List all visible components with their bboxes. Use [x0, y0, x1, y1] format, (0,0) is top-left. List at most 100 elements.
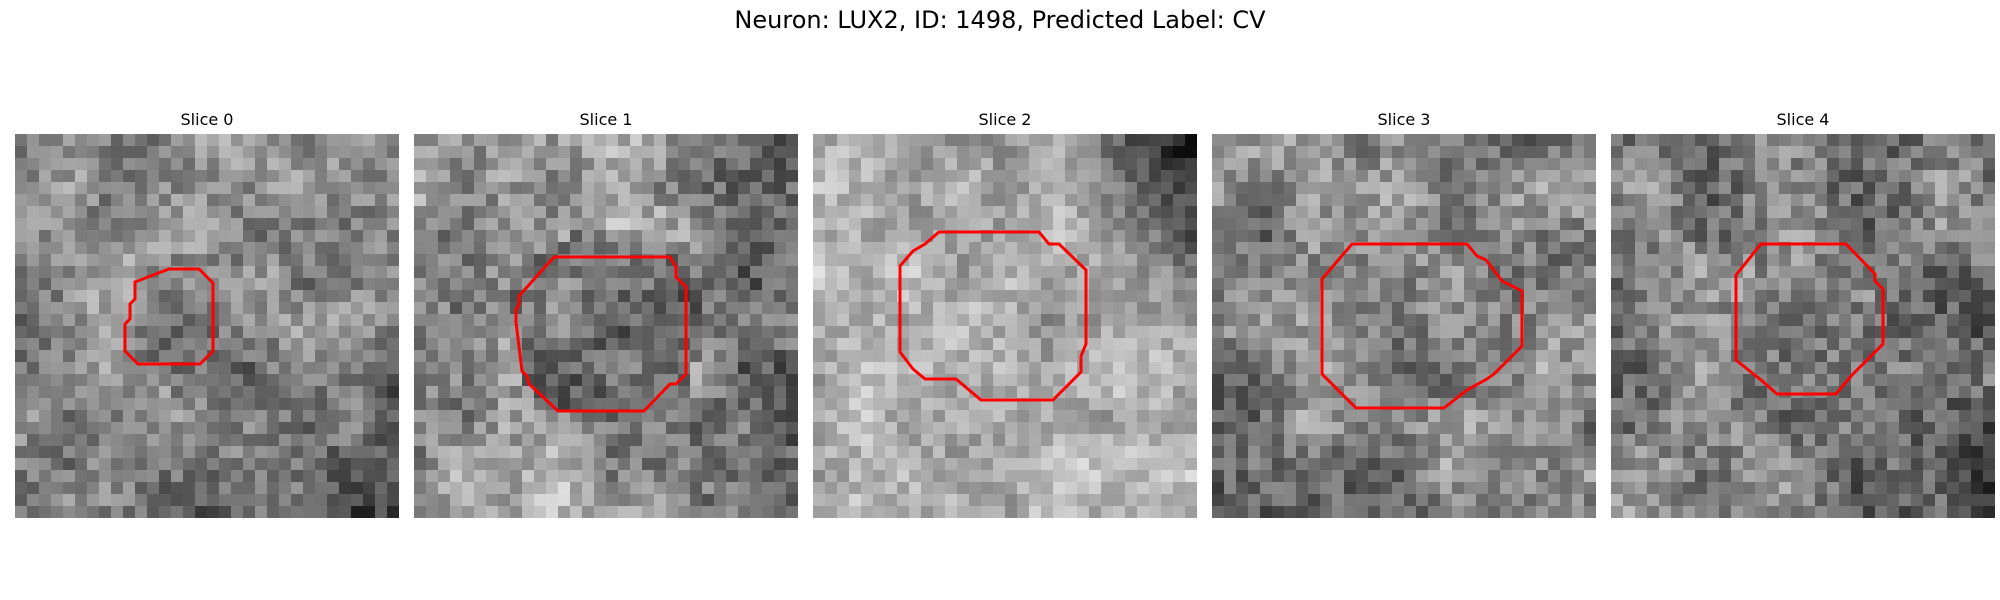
image-pixel	[1041, 434, 1054, 447]
image-pixel	[1524, 362, 1537, 375]
image-pixel	[1284, 482, 1297, 495]
image-pixel	[837, 422, 850, 435]
image-pixel	[762, 194, 775, 207]
image-pixel	[957, 266, 970, 279]
image-pixel	[339, 290, 352, 303]
image-pixel	[1005, 182, 1018, 195]
image-pixel	[726, 290, 739, 303]
image-pixel	[1005, 326, 1018, 339]
image-pixel	[726, 326, 739, 339]
image-pixel	[1272, 410, 1285, 423]
image-pixel	[1659, 218, 1672, 231]
image-pixel	[714, 410, 727, 423]
image-pixel	[291, 350, 304, 363]
image-pixel	[1635, 458, 1648, 471]
image-pixel	[1101, 362, 1114, 375]
image-pixel	[1500, 470, 1513, 483]
image-pixel	[1659, 422, 1672, 435]
image-pixel	[1332, 134, 1345, 147]
image-pixel	[1296, 290, 1309, 303]
image-pixel	[1887, 410, 1900, 423]
image-pixel	[885, 266, 898, 279]
image-pixel	[1899, 182, 1912, 195]
image-pixel	[1089, 482, 1102, 495]
image-pixel	[1584, 302, 1596, 315]
image-pixel	[303, 314, 316, 327]
image-pixel	[1923, 446, 1936, 459]
image-pixel	[1560, 182, 1573, 195]
image-pixel	[957, 314, 970, 327]
image-pixel	[1827, 194, 1840, 207]
image-pixel	[945, 194, 958, 207]
image-pixel	[159, 446, 172, 459]
image-pixel	[909, 266, 922, 279]
image-pixel	[171, 134, 184, 147]
image-pixel	[1236, 254, 1249, 267]
image-pixel	[1089, 134, 1102, 147]
image-pixel	[255, 362, 268, 375]
image-pixel	[99, 350, 112, 363]
image-pixel	[1767, 266, 1780, 279]
image-pixel	[1113, 470, 1126, 483]
image-pixel	[1923, 350, 1936, 363]
image-pixel	[1476, 434, 1489, 447]
image-pixel	[1779, 194, 1792, 207]
image-pixel	[1428, 254, 1441, 267]
image-pixel	[1236, 218, 1249, 231]
image-pixel	[1332, 482, 1345, 495]
image-pixel	[1548, 506, 1561, 518]
image-pixel	[1212, 494, 1225, 507]
image-pixel	[1635, 206, 1648, 219]
image-pixel	[1707, 266, 1720, 279]
image-pixel	[582, 266, 595, 279]
image-pixel	[1524, 242, 1537, 255]
image-pixel	[1476, 494, 1489, 507]
image-pixel	[498, 494, 511, 507]
image-pixel	[570, 146, 583, 159]
image-pixel	[291, 470, 304, 483]
image-pixel	[714, 266, 727, 279]
image-pixel	[1272, 314, 1285, 327]
image-pixel	[1356, 194, 1369, 207]
image-pixel	[1428, 230, 1441, 243]
image-pixel	[267, 266, 280, 279]
image-pixel	[1212, 254, 1225, 267]
image-pixel	[1983, 302, 1995, 315]
image-pixel	[1935, 422, 1948, 435]
image-pixel	[1212, 278, 1225, 291]
image-pixel	[135, 398, 148, 411]
image-pixel	[945, 434, 958, 447]
image-pixel	[1212, 374, 1225, 387]
image-pixel	[1827, 398, 1840, 411]
image-pixel	[1584, 278, 1596, 291]
image-pixel	[546, 482, 559, 495]
image-pixel	[1404, 290, 1417, 303]
image-pixel	[1548, 218, 1561, 231]
image-pixel	[1611, 458, 1624, 471]
image-pixel	[849, 350, 862, 363]
image-pixel	[957, 326, 970, 339]
slice-title: Slice 4	[1776, 110, 1830, 129]
image-pixel	[1173, 350, 1186, 363]
image-pixel	[219, 134, 232, 147]
image-pixel	[111, 494, 124, 507]
image-pixel	[1947, 182, 1960, 195]
image-pixel	[1125, 338, 1138, 351]
image-pixel	[1065, 422, 1078, 435]
image-pixel	[1803, 302, 1816, 315]
image-pixel	[642, 314, 655, 327]
image-pixel	[327, 434, 340, 447]
image-pixel	[1584, 374, 1596, 387]
image-pixel	[762, 134, 775, 147]
image-pixel	[1488, 338, 1501, 351]
image-pixel	[1671, 410, 1684, 423]
image-pixel	[474, 242, 487, 255]
image-pixel	[909, 302, 922, 315]
image-pixel	[897, 446, 910, 459]
image-pixel	[1767, 338, 1780, 351]
image-pixel	[642, 470, 655, 483]
image-pixel	[1224, 278, 1237, 291]
image-pixel	[1440, 338, 1453, 351]
image-pixel	[981, 254, 994, 267]
image-pixel	[813, 230, 826, 243]
